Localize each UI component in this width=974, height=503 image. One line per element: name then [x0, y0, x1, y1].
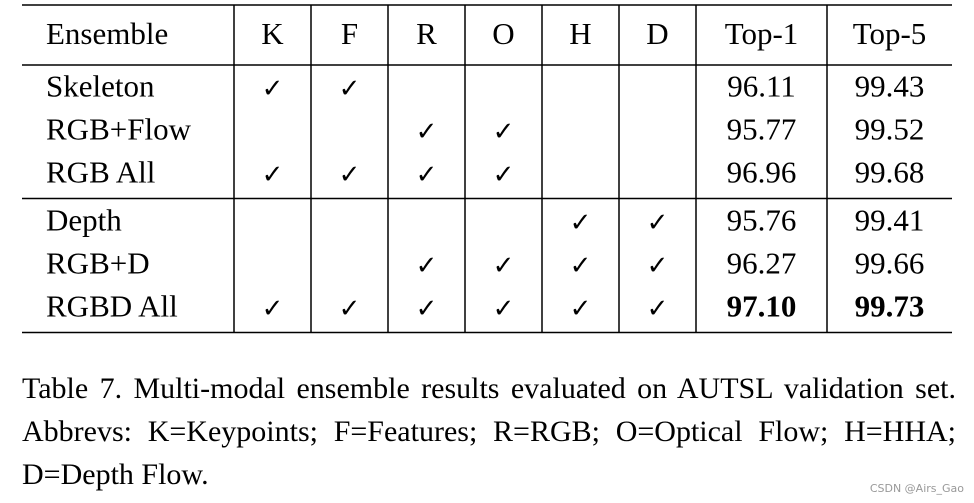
results-table: Ensemble K F R O H D Top-1 Top-5 Skeleton ✓ ✓ 96.11 9… [22, 4, 952, 334]
row-name: RGB All [46, 155, 155, 190]
header-cell: Ensemble [46, 16, 168, 51]
check-mark: ✓ [493, 117, 515, 147]
check-mark: ✓ [262, 74, 284, 104]
row-name: RGB+D [46, 246, 150, 281]
check-mark: ✓ [416, 251, 438, 281]
top5-cell: 99.52 [855, 112, 925, 147]
header-cell: O [492, 16, 514, 51]
header-cell: D [646, 16, 668, 51]
top1-cell: 96.11 [727, 69, 796, 104]
check-mark: ✓ [570, 294, 592, 324]
top5-cell: 99.43 [855, 69, 925, 104]
header-cell: H [569, 16, 591, 51]
top1-cell: 96.96 [727, 155, 797, 190]
top5-cell: 99.68 [855, 155, 925, 190]
row-name: RGB+Flow [46, 112, 192, 147]
check-mark: ✓ [262, 294, 284, 324]
top1-cell: 95.77 [727, 112, 797, 147]
check-mark: ✓ [493, 251, 515, 281]
check-mark: ✓ [416, 160, 438, 190]
table-caption: Table 7. Multi-modal ensemble results ev… [22, 372, 971, 491]
watermark: CSDN @Airs_Gao [869, 482, 964, 495]
check-mark: ✓ [493, 294, 515, 324]
check-mark: ✓ [570, 251, 592, 281]
top1-cell: 95.76 [727, 203, 797, 238]
top1-cell: 96.27 [727, 246, 797, 281]
check-mark: ✓ [647, 208, 669, 238]
check-mark: ✓ [339, 294, 361, 324]
check-mark: ✓ [647, 294, 669, 324]
check-mark: ✓ [570, 208, 592, 238]
header-cell: Top-1 [725, 16, 799, 51]
row-name: Skeleton [46, 69, 155, 104]
check-mark: ✓ [416, 117, 438, 147]
header-cell: F [341, 16, 358, 51]
check-mark: ✓ [647, 251, 669, 281]
top5-cell: 99.66 [855, 246, 925, 281]
header-cell: Top-5 [853, 16, 927, 51]
check-mark: ✓ [339, 160, 361, 190]
check-mark: ✓ [493, 160, 515, 190]
top5-cell: 99.41 [855, 203, 925, 238]
check-mark: ✓ [339, 74, 361, 104]
header-cell: K [261, 16, 284, 51]
header-cell: R [416, 16, 437, 51]
row-name: Depth [46, 203, 122, 238]
check-mark: ✓ [262, 160, 284, 190]
check-mark: ✓ [416, 294, 438, 324]
row-name: RGBD All [46, 289, 178, 324]
top5-cell: 99.73 [855, 289, 925, 324]
top1-cell: 97.10 [727, 289, 797, 324]
